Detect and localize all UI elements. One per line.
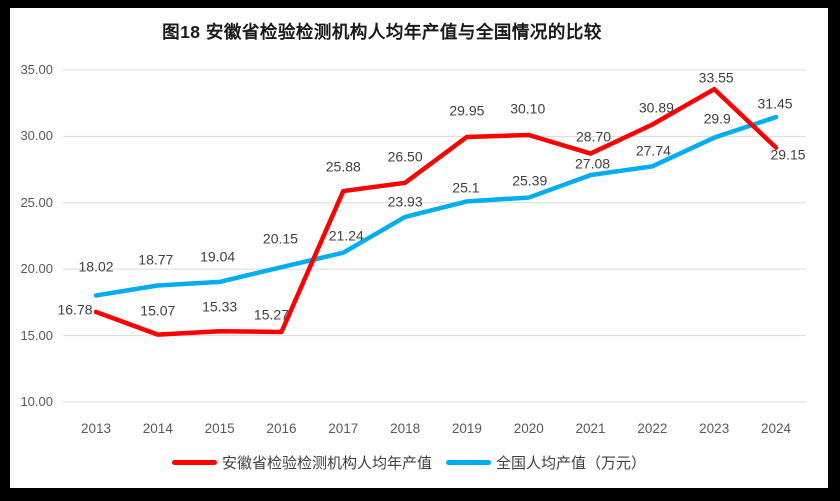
x-tick-label: 2014 [142,421,173,436]
x-tick-label: 2022 [637,421,668,436]
data-label: 29.15 [770,146,806,163]
data-label: 29.95 [449,102,485,119]
data-label: 15.07 [140,302,176,319]
data-label: 18.02 [78,258,114,275]
data-label: 27.74 [635,142,671,159]
data-label: 29.9 [703,110,731,127]
data-label: 31.45 [757,95,793,112]
data-label: 27.08 [575,155,611,172]
x-tick-label: 2015 [204,421,235,436]
data-label: 19.04 [200,248,236,265]
data-label: 26.50 [387,148,423,165]
legend-item-anhui: 安徽省检验检测机构人均年产值 [171,452,432,473]
series-line-1 [93,114,779,298]
data-label: 25.39 [512,172,548,189]
chart-area: 图18 安徽省检验检测机构人均年产值与全国情况的比较 10.00 15.00 20.… [10,8,828,488]
x-tick-label: 2023 [699,421,730,436]
y-tick-label: 20.00 [20,261,53,277]
legend-swatch-red-line [171,460,217,465]
x-tick-label: 2020 [513,421,544,436]
data-label: 21.24 [328,227,364,244]
data-label: 23.93 [387,193,423,210]
chart-title: 图18 安徽省检验检测机构人均年产值与全国情况的比较 [162,22,602,42]
y-tick-label: 10.00 [20,394,53,409]
x-tick-label: 2019 [451,421,482,436]
data-label: 30.10 [510,100,546,117]
data-label: 18.77 [138,251,174,268]
legend-item-national: 全国人均产值（万元） [446,452,646,473]
y-tick-label: 30.00 [20,128,53,144]
series-line-0 [93,86,779,337]
data-label: 33.55 [698,69,734,86]
x-tick-label: 2013 [80,421,112,436]
data-label: 16.78 [57,301,93,318]
data-label: 28.70 [576,128,612,145]
plot-svg [63,69,806,403]
y-tick-label: 25.00 [20,194,53,210]
data-label: 25.1 [452,179,480,196]
x-tick-label: 2021 [575,421,606,436]
y-tick-label: 15.00 [20,327,53,343]
data-label: 15.33 [202,298,238,315]
legend-label-national: 全国人均产值（万元） [496,455,647,472]
x-tick-label: 2024 [760,421,792,436]
data-label: 30.89 [638,99,674,116]
y-tick-label: 35.00 [20,61,53,77]
legend-swatch-blue-line [446,460,491,465]
x-tick-label: 2018 [390,421,421,436]
data-label: 15.27 [253,306,289,323]
x-tick-label: 2017 [328,421,359,436]
legend: 安徽省检验检测机构人均年产值 全国人均产值（万元） [0,452,818,473]
x-tick-label: 2016 [266,421,297,436]
data-label: 25.88 [325,158,361,175]
legend-label-anhui: 安徽省检验检测机构人均年产值 [221,455,432,472]
data-label: 20.15 [262,230,298,247]
